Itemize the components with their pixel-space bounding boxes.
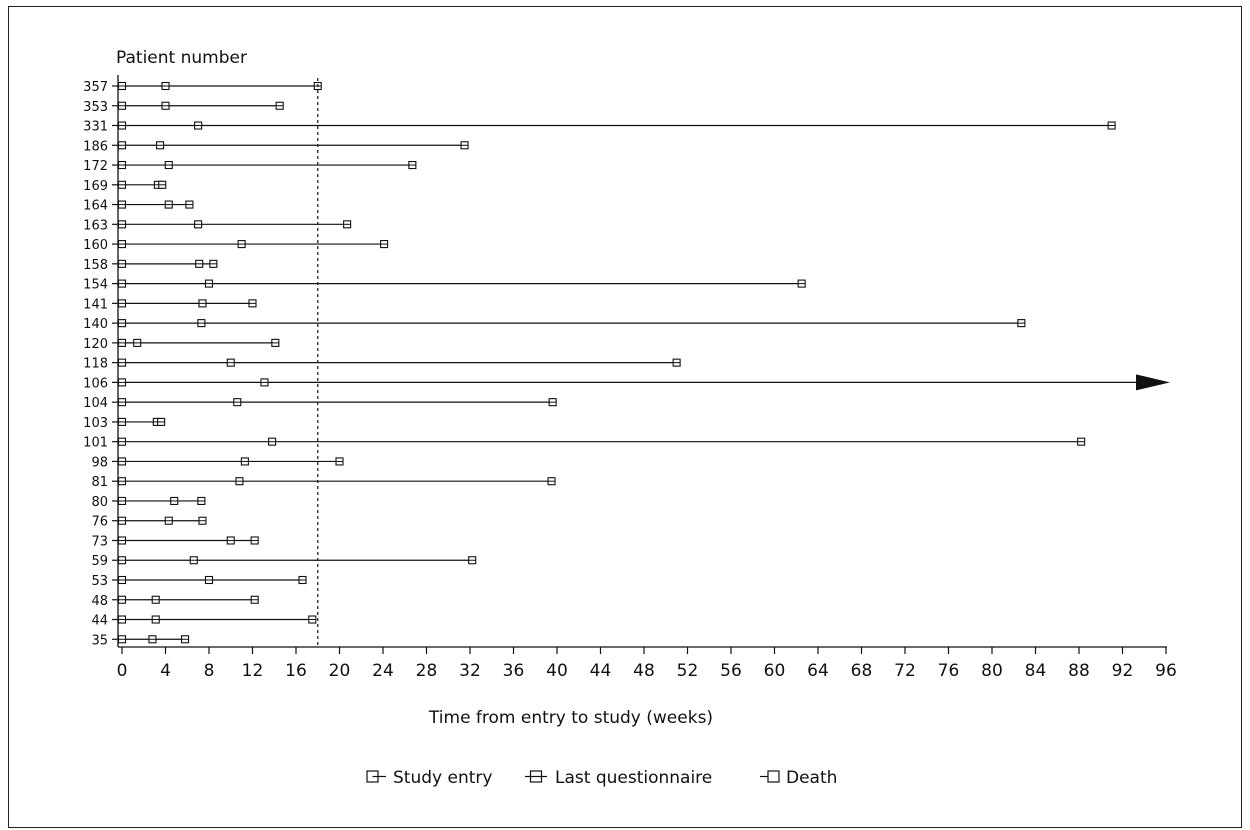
- patient-label: 163: [83, 218, 108, 233]
- patient-row-80: 80: [91, 495, 206, 510]
- patient-label: 73: [91, 534, 108, 549]
- patient-label: 140: [83, 317, 108, 332]
- patient-label: 81: [91, 475, 108, 490]
- patient-row-331: 331: [83, 120, 1116, 135]
- x-tick-label: 80: [981, 661, 1003, 681]
- patient-row-140: 140: [83, 317, 1026, 332]
- patient-label: 158: [83, 258, 108, 273]
- patient-row-98: 98: [91, 455, 344, 470]
- patient-row-158: 158: [83, 258, 218, 273]
- patient-row-120: 120: [83, 337, 280, 352]
- patient-rows: 3573533311861721691641631601581541411401…: [83, 80, 1170, 648]
- death-icon: [767, 770, 780, 783]
- x-tick-label: 60: [764, 661, 786, 681]
- patient-label: 120: [83, 337, 108, 352]
- patient-row-104: 104: [83, 396, 557, 411]
- x-tick-label: 24: [372, 661, 394, 681]
- legend: Study entry Last questionnaire Death: [366, 768, 837, 788]
- patient-label: 80: [91, 495, 108, 510]
- patient-row-163: 163: [83, 218, 352, 233]
- legend-label-death: Death: [786, 768, 837, 788]
- patient-row-154: 154: [83, 278, 806, 293]
- x-tick-label: 16: [285, 661, 307, 681]
- x-tick-label: 4: [160, 661, 171, 681]
- x-tick-label: 56: [720, 661, 742, 681]
- patient-row-106: 106: [83, 374, 1170, 391]
- patient-row-353: 353: [83, 100, 284, 115]
- patient-label: 101: [83, 436, 108, 451]
- patient-label: 357: [83, 80, 108, 95]
- patient-label: 118: [83, 357, 108, 372]
- x-tick-label: 20: [329, 661, 351, 681]
- patient-label: 141: [83, 297, 108, 312]
- x-tick-label: 36: [503, 661, 525, 681]
- x-axis-title: Time from entry to study (weeks): [428, 708, 713, 728]
- patient-row-357: 357: [83, 80, 322, 95]
- x-tick-label: 12: [242, 661, 264, 681]
- patient-label: 98: [91, 455, 108, 470]
- patient-row-103: 103: [83, 416, 166, 431]
- patient-label: 353: [83, 100, 108, 115]
- legend-label-study-entry: Study entry: [393, 768, 492, 788]
- x-tick-label: 64: [807, 661, 829, 681]
- patient-label: 76: [91, 515, 108, 530]
- x-tick-label: 32: [459, 661, 481, 681]
- patient-row-164: 164: [83, 199, 194, 214]
- patient-label: 53: [91, 574, 108, 589]
- patient-row-81: 81: [91, 475, 556, 490]
- patient-row-160: 160: [83, 238, 389, 253]
- x-tick-label: 48: [633, 661, 655, 681]
- patient-row-48: 48: [91, 594, 259, 609]
- patient-label: 59: [91, 554, 108, 569]
- patient-row-141: 141: [83, 297, 257, 312]
- x-tick-label: 76: [938, 661, 960, 681]
- patient-label: 35: [91, 633, 108, 648]
- x-tick-label: 72: [894, 661, 916, 681]
- patient-row-118: 118: [83, 357, 681, 372]
- patient-row-76: 76: [91, 515, 207, 530]
- patient-label: 172: [83, 159, 108, 174]
- patient-label: 48: [91, 594, 108, 609]
- patient-row-35: 35: [91, 633, 190, 648]
- x-tick-label: 84: [1025, 661, 1047, 681]
- patient-row-73: 73: [91, 534, 259, 549]
- patient-row-172: 172: [83, 159, 417, 174]
- legend-item-last-questionnaire: Last questionnaire: [525, 768, 712, 788]
- patient-label: 106: [83, 376, 108, 391]
- legend-item-study-entry: Study entry: [366, 768, 492, 788]
- patient-label: 331: [83, 120, 108, 135]
- figure-frame: [8, 6, 1242, 828]
- x-tick-label: 8: [204, 661, 215, 681]
- x-tick-label: 68: [851, 661, 873, 681]
- patient-label: 160: [83, 238, 108, 253]
- x-tick-label: 28: [416, 661, 438, 681]
- patient-label: 169: [83, 179, 108, 194]
- patient-label: 104: [83, 396, 108, 411]
- x-tick-label: 44: [590, 661, 612, 681]
- x-axis-ticks: 0 4 8 12 16 20 24 28 32 36 40 44 48 52 56 60 64 68 72 76 80 8…: [117, 647, 1177, 681]
- patient-row-59: 59: [91, 554, 477, 569]
- legend-label-last-questionnaire: Last questionnaire: [555, 768, 712, 788]
- patient-label: 154: [83, 278, 108, 293]
- y-axis-title: Patient number: [116, 48, 247, 68]
- x-tick-label: 96: [1155, 661, 1177, 681]
- x-tick-label: 0: [117, 661, 128, 681]
- x-tick-label: 88: [1068, 661, 1090, 681]
- patient-row-186: 186: [83, 139, 469, 154]
- patient-label: 164: [83, 199, 108, 214]
- patient-label: 103: [83, 416, 108, 431]
- patient-row-44: 44: [91, 614, 317, 629]
- patient-label: 44: [91, 614, 108, 629]
- x-tick-label: 40: [546, 661, 568, 681]
- legend-item-death: Death: [760, 768, 837, 788]
- patient-label: 186: [83, 139, 108, 154]
- ongoing-arrow-icon: [1136, 374, 1170, 391]
- x-tick-label: 92: [1112, 661, 1134, 681]
- patient-row-53: 53: [91, 574, 307, 589]
- patient-row-169: 169: [83, 179, 167, 194]
- patient-row-101: 101: [83, 436, 1086, 451]
- x-tick-label: 52: [677, 661, 699, 681]
